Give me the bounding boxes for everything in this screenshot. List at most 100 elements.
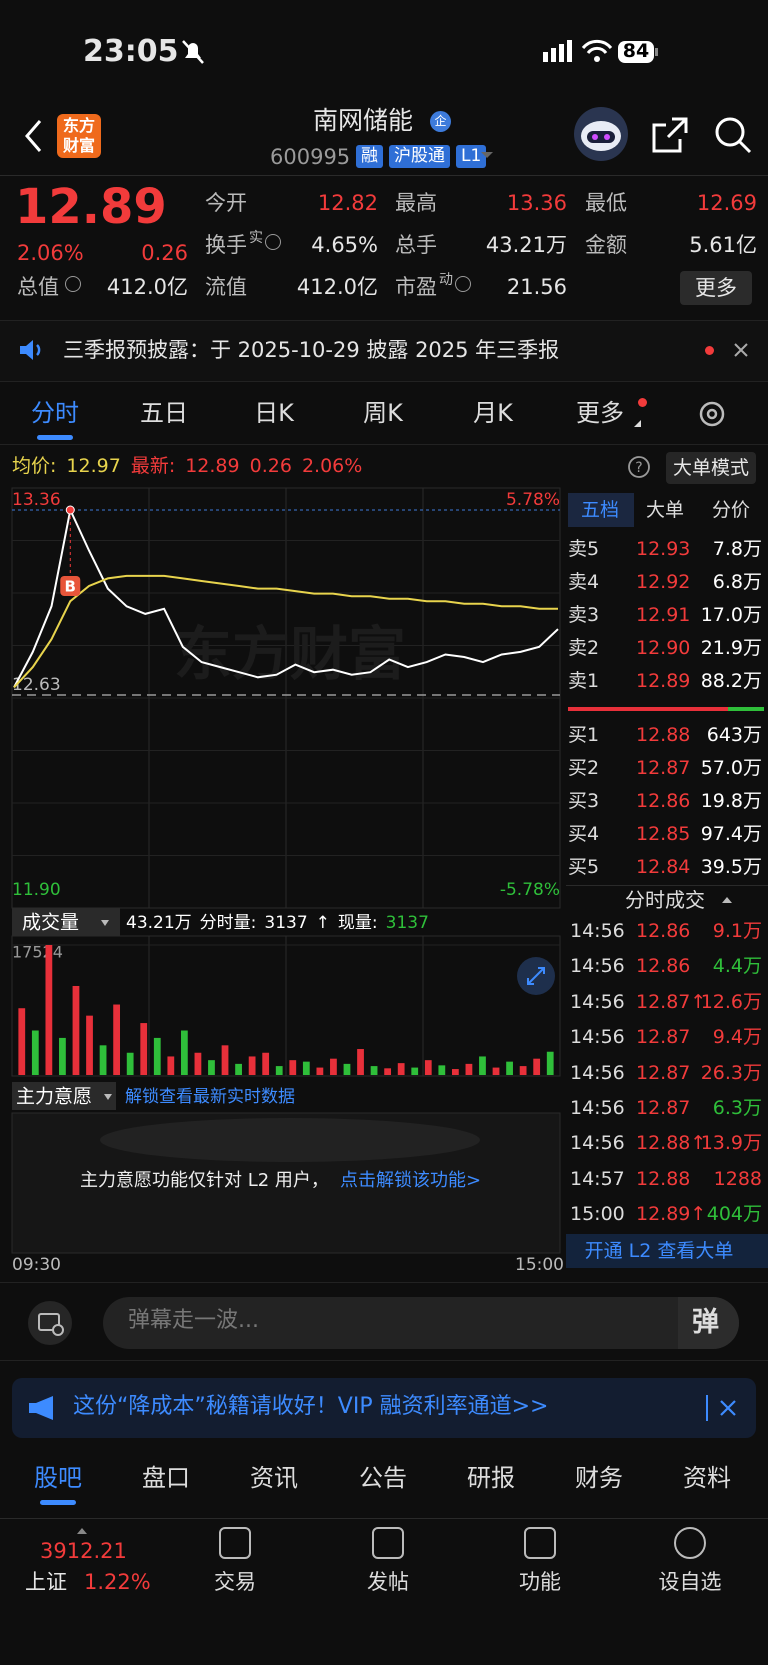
level-label: 买5 — [568, 856, 600, 878]
book-tab[interactable]: 分价 — [711, 499, 750, 521]
level-price: 12.86 — [636, 790, 691, 812]
volume-period: 3137 — [264, 913, 307, 933]
info-icon[interactable] — [265, 234, 281, 250]
volume-bar — [248, 1056, 256, 1075]
content-tab[interactable]: 公告 — [359, 1464, 407, 1492]
level-label: 卖2 — [568, 637, 600, 659]
period-tab[interactable]: 月K — [473, 399, 513, 427]
trade-price: 12.88 — [636, 1167, 691, 1190]
info-icon[interactable] — [65, 276, 81, 292]
volume-bar — [384, 1068, 392, 1075]
nav-label[interactable]: 功能 — [519, 1570, 561, 1594]
volume-bar — [140, 1023, 148, 1075]
danmu-toggle[interactable] — [678, 1297, 739, 1349]
notice-bar[interactable] — [0, 320, 768, 382]
volume-now-label: 现量: — [338, 913, 378, 933]
danmu-button: 弹 — [692, 1307, 719, 1338]
app-logo[interactable]: 东方财富 — [57, 114, 101, 158]
book-divider — [566, 885, 768, 886]
level-volume: 39.5万 — [700, 856, 762, 878]
more-button[interactable]: 更多 — [680, 271, 752, 305]
period-tab[interactable]: 五日 — [140, 399, 188, 427]
back-button[interactable] — [22, 118, 46, 154]
trade-time: 14:56 — [570, 1061, 625, 1084]
intraday-chart: 东方财富 13.36 12.63 11.90 5.78% -5.78% B 成交量 43.21万… — [11, 487, 564, 1275]
period-tab[interactable]: 分时 — [31, 399, 79, 427]
info-icon[interactable] — [455, 276, 471, 292]
close-notice[interactable] — [733, 342, 749, 358]
level-volume: 19.8万 — [700, 790, 762, 812]
change-amount: 0.26 — [141, 241, 188, 265]
danmu-settings[interactable] — [27, 1300, 73, 1346]
nav-label[interactable]: 交易 — [214, 1570, 256, 1594]
promo-banner[interactable] — [12, 1378, 756, 1438]
period-tab[interactable]: 周K — [363, 399, 403, 427]
trade-price: 12.87 — [636, 1026, 691, 1049]
nav-icon[interactable] — [219, 1527, 251, 1559]
settings-button[interactable] — [696, 398, 728, 430]
l2-close[interactable] — [748, 1232, 766, 1250]
company-badge: 企 — [430, 111, 451, 132]
content-tab[interactable]: 股吧 — [34, 1464, 82, 1492]
book-tab[interactable]: 大单 — [645, 499, 684, 521]
danmu-input[interactable] — [103, 1297, 739, 1349]
volume-bar — [113, 1004, 121, 1075]
main-force-action[interactable]: 点击解锁该功能> — [340, 1170, 481, 1191]
index-pct: 1.22% — [84, 1570, 151, 1594]
nav-icon[interactable] — [674, 1527, 706, 1559]
content-tab[interactable]: 资讯 — [250, 1464, 298, 1492]
field-label: 金额 — [585, 233, 627, 257]
path-shape — [36, 344, 41, 356]
volume-bar — [492, 1067, 500, 1075]
level-label: 卖5 — [568, 538, 600, 560]
content-tab[interactable]: 财务 — [575, 1464, 623, 1492]
l2-footer-bg[interactable] — [566, 1234, 768, 1268]
status-icons — [543, 39, 658, 63]
big-order-mode[interactable]: 大单模式 — [666, 452, 756, 484]
path-shape — [20, 340, 33, 360]
volume-now: 3137 — [386, 913, 429, 933]
field-label: 流值 — [205, 275, 247, 299]
nav-icon[interactable] — [372, 1527, 404, 1559]
volume-bar — [357, 1049, 364, 1075]
volume-bar — [45, 945, 53, 1075]
close-banner[interactable] — [719, 1399, 737, 1417]
share-button[interactable] — [650, 115, 690, 155]
book-tab[interactable]: 五档 — [580, 499, 619, 521]
dropdown-icon[interactable] — [480, 150, 494, 160]
line-shape — [182, 40, 204, 64]
content-tab[interactable]: 研报 — [467, 1464, 515, 1492]
nav-label[interactable]: 设自选 — [658, 1570, 722, 1594]
search-button[interactable] — [713, 115, 753, 155]
level-price: 12.93 — [636, 538, 691, 560]
level-label: 买1 — [568, 724, 600, 746]
rect-shape — [551, 48, 556, 62]
period-tab[interactable]: 日K — [254, 399, 294, 427]
level-volume: 21.9万 — [700, 637, 762, 659]
volume-title: 成交量 — [22, 912, 79, 934]
content-tab[interactable]: 资料 — [683, 1464, 731, 1492]
level-price: 12.87 — [636, 757, 691, 779]
volume-bar — [343, 1063, 351, 1075]
y-tick-label: 13.36 — [12, 490, 61, 510]
book-tab-active — [568, 493, 634, 527]
volume-bar — [397, 1063, 405, 1075]
mute-icon — [182, 40, 204, 64]
volume-bar — [330, 1058, 337, 1075]
period-tab[interactable]: 更多 — [576, 399, 624, 427]
help-icon[interactable]: ? — [627, 455, 651, 479]
rect-shape — [567, 40, 572, 62]
price-line — [13, 506, 559, 688]
assistant-avatar[interactable] — [573, 106, 629, 162]
trades-caret — [722, 897, 732, 903]
notice-text: 三季报预披露：于 2025-10-29 披露 2025 年三季报 — [63, 338, 560, 362]
nav-label[interactable]: 发帖 — [367, 1570, 409, 1594]
trade-price: 12.86 — [636, 955, 691, 978]
stock-tag: L1 — [456, 145, 487, 168]
content-tab[interactable]: 盘口 — [142, 1464, 190, 1492]
volume-arrow: ↑ — [316, 913, 330, 933]
nav-icon[interactable] — [524, 1527, 556, 1559]
volume-bar — [180, 1030, 188, 1075]
trade-volume: 9.1万 — [712, 920, 762, 942]
